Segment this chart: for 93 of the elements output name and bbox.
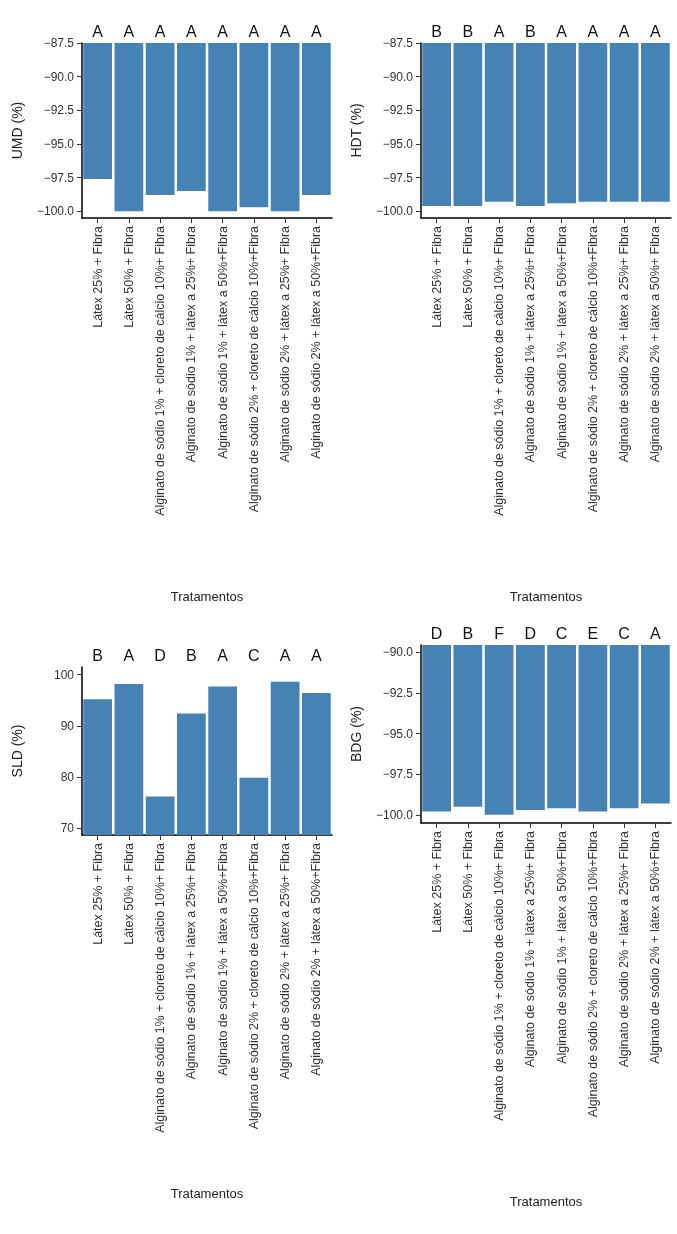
y-tick-label: −92.5 — [382, 103, 414, 118]
y-tick-label: −100.0 — [36, 204, 75, 219]
text: E — [587, 624, 599, 642]
text: A — [493, 22, 505, 40]
x-tick-label: Alginato de sódio 1% + látex a 25%+ Fibra — [523, 225, 538, 463]
y-axis-title: UMD (%) — [9, 101, 25, 160]
y-tick-label: 100 — [53, 667, 75, 682]
text: B — [431, 22, 442, 40]
y-tick-label: −95.0 — [43, 136, 75, 151]
y-tick-label: −97.5 — [43, 170, 75, 185]
y-tick-label: −90.0 — [382, 69, 414, 84]
x-axis-title: Tratamentos — [170, 589, 244, 604]
x-tick-label: Alginato de sódio 1% + cloreto de cálcio 10%+ Fibra — [153, 842, 168, 1133]
text: A — [618, 22, 630, 40]
text: A — [311, 22, 323, 40]
x-tick-label: Látex 50% + Fibra — [121, 842, 136, 945]
text: A — [556, 22, 568, 40]
x-tick-label: Látex 50% + Fibra — [460, 225, 475, 328]
text: B — [462, 22, 474, 40]
y-axis-title: HDT (%) — [348, 103, 364, 158]
x-tick-label: Alginato de sódio 2% + látex a 50%+Fibra — [309, 225, 324, 459]
x-tick-label: Alginato de sódio 2% + látex a 25%+ Fibra — [278, 842, 293, 1080]
y-tick-label: −97.5 — [382, 170, 414, 185]
text: A — [279, 646, 291, 664]
x-tick-label: Alginato de sódio 2% + látex a 25%+ Fibra — [617, 830, 632, 1068]
text: A — [217, 646, 229, 664]
text: D — [154, 646, 166, 664]
text: B — [186, 646, 197, 664]
x-tick-label: Alginato de sódio 1% + látex a 25%+ Fibra — [184, 842, 199, 1080]
y-tick-label: −90.0 — [43, 69, 75, 84]
x-tick-label: Alginato de sódio 2% + cloreto de cálcio 10%+Fibra — [585, 830, 600, 1118]
y-axis-title: BDG (%) — [348, 706, 364, 762]
x-tick-label: Alginato de sódio 1% + látex a 50%+Fibra — [554, 830, 569, 1064]
x-tick-label: Látex 50% + Fibra — [460, 830, 475, 933]
x-tick-label: Látex 25% + Fibra — [90, 842, 105, 945]
y-tick-label: 90 — [60, 718, 75, 733]
x-tick-label: Alginato de sódio 2% + látex a 50%+ Fibra — [648, 225, 663, 463]
x-tick-label: Látex 25% + Fibra — [429, 225, 444, 328]
text: A — [92, 22, 104, 40]
text: C — [555, 624, 568, 642]
x-tick-label: Alginato de sódio 1% + látex a 50%+Fibra — [215, 842, 230, 1076]
x-tick-label: Alginato de sódio 2% + látex a 25%+ Fibra — [617, 225, 632, 463]
y-tick-label: −95.0 — [382, 136, 414, 151]
x-tick-label: Alginato de sódio 1% + látex a 25%+ Fibra — [523, 830, 538, 1068]
text: C — [248, 646, 260, 664]
x-tick-label: Alginato de sódio 2% + látex a 25%+ Fibra — [278, 225, 293, 463]
x-tick-label: Alginato de sódio 2% + látex a 50%+Fibra — [309, 842, 324, 1076]
y-tick-label: 80 — [60, 770, 75, 785]
x-tick-label: Alginato de sódio 1% + látex a 25%+ Fibra — [184, 225, 199, 463]
text: A — [587, 22, 599, 40]
text: A — [123, 22, 135, 40]
text: A — [311, 646, 323, 664]
text: D — [430, 624, 443, 642]
x-axis-title: Tratamentos — [509, 1194, 583, 1209]
y-tick-label: −95.0 — [382, 726, 414, 741]
text: A — [217, 22, 229, 40]
x-tick-label: Alginato de sódio 2% + cloreto de cálcio 10%+Fibra — [585, 225, 600, 513]
y-tick-label: −90.0 — [382, 645, 414, 660]
x-axis-title: Tratamentos — [170, 1186, 244, 1201]
x-tick-label: Látex 50% + Fibra — [121, 225, 136, 328]
x-tick-label: Látex 25% + Fibra — [90, 225, 105, 328]
x-tick-label: Alginato de sódio 1% + látex a 50%+Fibra — [215, 225, 230, 459]
text: A — [650, 624, 662, 642]
text: A — [248, 22, 260, 40]
x-axis-title: Tratamentos — [509, 589, 583, 604]
text: F — [494, 624, 505, 642]
text: A — [123, 646, 135, 664]
text: B — [462, 624, 474, 642]
text: D — [524, 624, 537, 642]
text: A — [279, 22, 291, 40]
text: A — [650, 22, 662, 40]
y-tick-label: −92.5 — [382, 685, 414, 700]
x-tick-label: Alginato de sódio 2% + látex a 50%+Fibra — [648, 830, 663, 1064]
y-tick-label: 70 — [60, 821, 75, 836]
y-tick-label: −87.5 — [43, 36, 75, 50]
y-tick-label: −100.0 — [375, 807, 414, 822]
x-tick-label: Alginato de sódio 1% + cloreto de cálcio 10%+ Fibra — [492, 830, 507, 1121]
x-tick-label: Alginato de sódio 2% + cloreto de cálcio 10%+Fibra — [246, 842, 261, 1130]
x-tick-label: Látex 25% + Fibra — [429, 830, 444, 933]
y-tick-label: −92.5 — [43, 103, 75, 118]
x-tick-label: Alginato de sódio 2% + cloreto de cálcio 10%+Fibra — [246, 225, 261, 513]
text: C — [618, 624, 630, 642]
y-tick-label: −100.0 — [375, 204, 414, 219]
x-tick-label: Alginato de sódio 1% + cloreto de cálcio 10%+ Fibra — [492, 225, 507, 516]
x-tick-label: Alginato de sódio 1% + látex a 50%+Fibra — [554, 225, 569, 459]
text: B — [92, 646, 103, 664]
text: B — [525, 22, 536, 40]
x-tick-label: Alginato de sódio 1% + cloreto de cálcio 10%+ Fibra — [153, 225, 168, 516]
text: A — [186, 22, 198, 40]
y-tick-label: −87.5 — [382, 36, 414, 50]
text: A — [154, 22, 166, 40]
y-tick-label: −97.5 — [382, 767, 414, 782]
y-axis-title: SLD (%) — [9, 724, 25, 778]
